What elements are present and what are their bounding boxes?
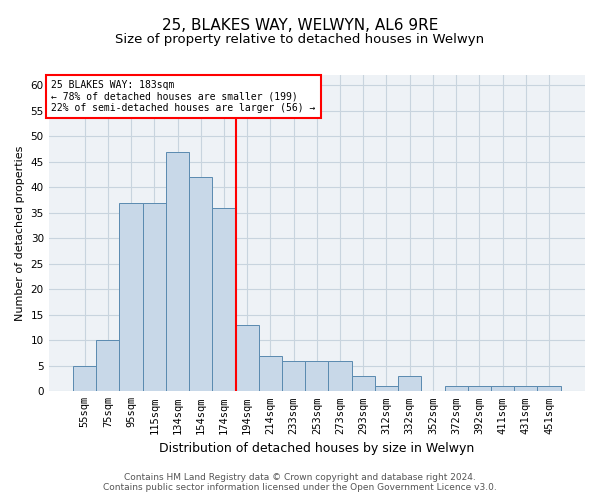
Bar — [468, 386, 491, 392]
Bar — [398, 376, 421, 392]
Bar — [328, 360, 352, 392]
Bar — [212, 208, 236, 392]
Bar — [282, 360, 305, 392]
X-axis label: Distribution of detached houses by size in Welwyn: Distribution of detached houses by size … — [159, 442, 475, 455]
Bar — [375, 386, 398, 392]
Bar — [259, 356, 282, 392]
Bar — [73, 366, 96, 392]
Bar — [96, 340, 119, 392]
Text: 25 BLAKES WAY: 183sqm
← 78% of detached houses are smaller (199)
22% of semi-det: 25 BLAKES WAY: 183sqm ← 78% of detached … — [52, 80, 316, 113]
Bar — [352, 376, 375, 392]
Text: Size of property relative to detached houses in Welwyn: Size of property relative to detached ho… — [115, 32, 485, 46]
Y-axis label: Number of detached properties: Number of detached properties — [15, 146, 25, 321]
Bar — [236, 325, 259, 392]
Bar — [143, 202, 166, 392]
Bar — [305, 360, 328, 392]
Text: 25, BLAKES WAY, WELWYN, AL6 9RE: 25, BLAKES WAY, WELWYN, AL6 9RE — [162, 18, 438, 32]
Text: Contains HM Land Registry data © Crown copyright and database right 2024.
Contai: Contains HM Land Registry data © Crown c… — [103, 473, 497, 492]
Bar — [166, 152, 189, 392]
Bar — [189, 177, 212, 392]
Bar — [491, 386, 514, 392]
Bar — [514, 386, 538, 392]
Bar — [445, 386, 468, 392]
Bar — [538, 386, 560, 392]
Bar — [119, 202, 143, 392]
